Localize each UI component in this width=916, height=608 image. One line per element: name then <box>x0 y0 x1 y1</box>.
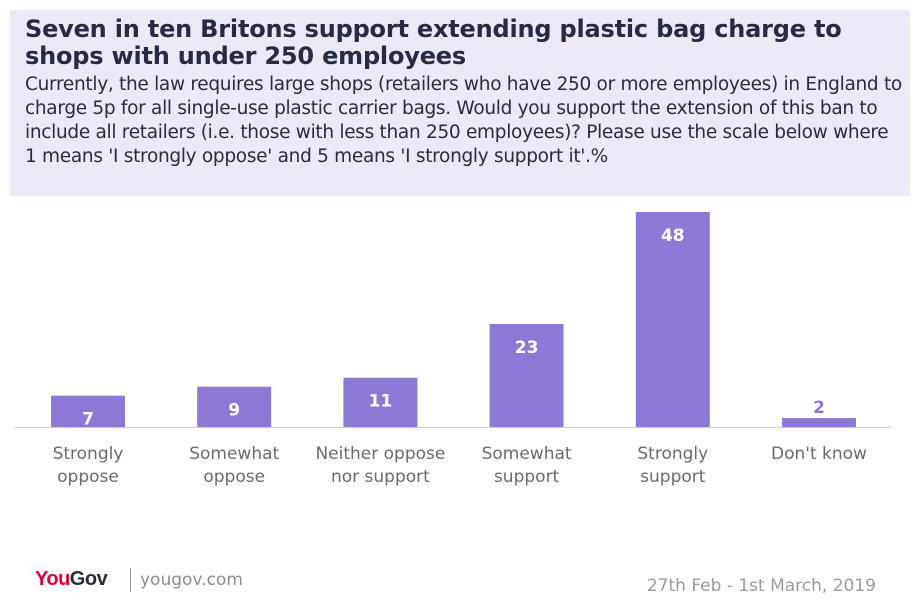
data-label: 48 <box>661 226 685 246</box>
data-label: 23 <box>515 338 539 358</box>
logo-divider <box>130 568 131 592</box>
category-label: Somewhat <box>189 444 279 464</box>
category-label: Neither oppose <box>315 444 445 464</box>
category-label: support <box>640 467 706 487</box>
data-label: 11 <box>369 392 393 412</box>
yougov-logo: YouGov <box>35 568 107 591</box>
category-label: Somewhat <box>482 444 572 464</box>
fieldwork-date: 27th Feb - 1st March, 2019 <box>647 576 876 596</box>
category-label: Strongly <box>637 444 708 464</box>
data-label: 2 <box>813 398 825 418</box>
bar <box>782 418 856 427</box>
category-label: oppose <box>57 467 119 487</box>
category-label: oppose <box>203 467 265 487</box>
category-label: Don't know <box>771 444 867 464</box>
category-label: nor support <box>331 467 430 487</box>
logo-gov-text: Gov <box>70 568 107 590</box>
data-label: 9 <box>228 401 240 421</box>
category-label: Strongly <box>53 444 124 464</box>
logo-you-text: You <box>35 568 70 590</box>
data-label: 7 <box>82 410 94 430</box>
category-label: support <box>494 467 560 487</box>
footer-url[interactable]: yougov.com <box>140 570 243 590</box>
